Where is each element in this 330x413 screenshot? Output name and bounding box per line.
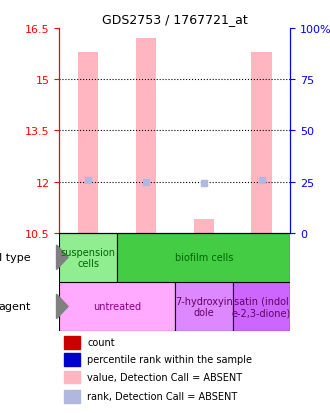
Title: GDS2753 / 1767721_at: GDS2753 / 1767721_at [102, 13, 248, 26]
Bar [136, 39, 156, 233]
Text: rank, Detection Call = ABSENT: rank, Detection Call = ABSENT [87, 391, 237, 401]
Bar [251, 53, 272, 233]
Bar [64, 371, 80, 383]
Bar [64, 336, 80, 349]
Bar [233, 282, 290, 331]
Text: value, Detection Call = ABSENT: value, Detection Call = ABSENT [87, 372, 242, 382]
Text: count: count [87, 337, 115, 347]
Polygon shape [56, 294, 68, 319]
Bar [59, 233, 117, 282]
Polygon shape [56, 245, 68, 270]
Bar [175, 282, 233, 331]
Text: cell type: cell type [0, 253, 31, 263]
Bar [64, 390, 80, 403]
Bar [64, 353, 80, 366]
Text: 7-hydroxyin
dole: 7-hydroxyin dole [175, 296, 233, 318]
Text: percentile rank within the sample: percentile rank within the sample [87, 354, 252, 364]
Bar [78, 53, 98, 233]
Text: biofilm cells: biofilm cells [175, 253, 233, 263]
Bar [59, 282, 175, 331]
Text: suspension
cells: suspension cells [61, 247, 116, 268]
Text: untreated: untreated [93, 302, 141, 312]
Bar [194, 220, 214, 233]
Bar [117, 233, 290, 282]
Text: satin (indol
e-2,3-dione): satin (indol e-2,3-dione) [232, 296, 291, 318]
Text: agent: agent [0, 302, 31, 312]
